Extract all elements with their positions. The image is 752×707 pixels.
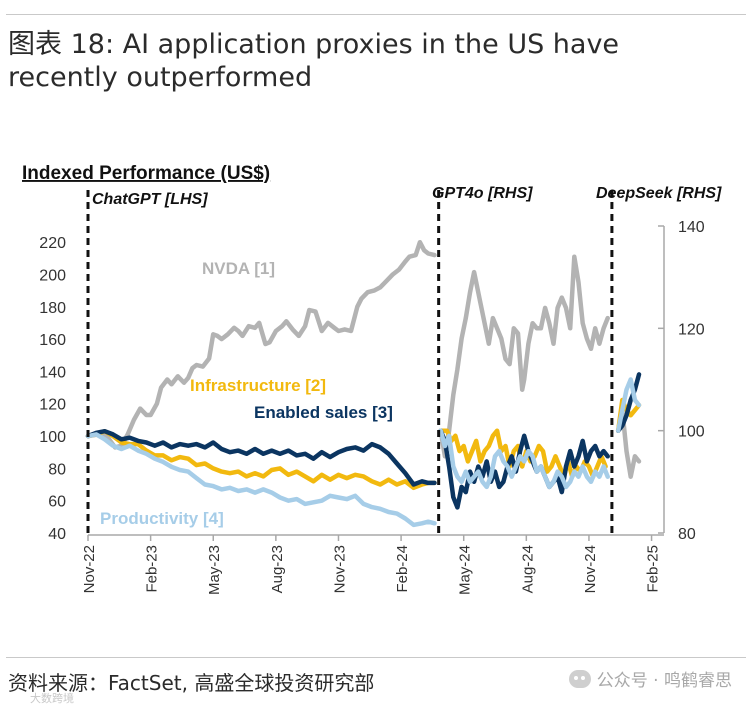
performance-chart: Indexed Performance (US$) 40 60 80 100 120 140… <box>22 163 722 595</box>
productivity-line-segment-1 <box>85 432 437 528</box>
right-axis-tick-label: 100 <box>678 424 705 441</box>
left-axis-tick-label: 100 <box>39 429 66 446</box>
right-axis-tick-label: 140 <box>678 219 705 236</box>
series-label: NVDA [1] <box>202 259 275 278</box>
left-axis-tick-label: 80 <box>48 461 66 478</box>
event-label: DeepSeek [RHS] <box>596 185 722 202</box>
enabled-line-segment-1 <box>85 428 437 487</box>
left-axis-tick-label: 60 <box>48 494 66 511</box>
enabled-line-segment-3 <box>615 372 642 433</box>
event-label: ChatGPT [LHS] <box>92 191 208 208</box>
x-axis-tick-label: Feb-24 <box>394 545 411 593</box>
nvda-line-segment-1 <box>85 239 437 450</box>
nvda-line-segment-2 <box>438 254 610 459</box>
wechat-icon <box>568 669 591 688</box>
x-axis-tick-label: Nov-23 <box>331 545 348 593</box>
left-axis-tick-label: 120 <box>39 397 66 414</box>
bottom-rule <box>6 657 746 658</box>
x-axis-tick-label: May-23 <box>206 545 223 595</box>
left-axis-tick-label: 200 <box>39 267 66 284</box>
right-axis-tick-label: 120 <box>678 321 705 338</box>
x-axis-tick-label: Aug-23 <box>269 545 286 593</box>
x-axis-tick-label: Nov-22 <box>81 545 98 593</box>
watermark: 公众号 · 鸣鹤睿思 <box>568 666 732 691</box>
watermark-small: 大数跨境 <box>30 692 74 705</box>
source-note: 资料来源：FactSet, 高盛全球投资研究部 <box>8 671 375 695</box>
x-axis-tick-label: May-24 <box>457 545 474 595</box>
x-axis-tick-label: Nov-24 <box>582 545 599 593</box>
page-title: 图表 18: AI application proxies in the US … <box>8 29 620 93</box>
left-axis-tick-label: 40 <box>48 526 66 543</box>
right-axis-tick-label: 80 <box>678 526 696 543</box>
x-axis-tick-label: Feb-23 <box>144 545 161 593</box>
series-label: Infrastructure [2] <box>190 376 326 395</box>
x-axis-tick-label: Feb-25 <box>645 545 662 593</box>
left-axis-tick-label: 160 <box>39 332 66 349</box>
series-label: Productivity [4] <box>100 509 224 528</box>
left-axis-tick-label: 220 <box>39 235 66 252</box>
left-axis-tick-label: 140 <box>39 364 66 381</box>
top-rule <box>6 14 746 15</box>
event-label: GPT4o [RHS] <box>432 185 533 202</box>
series-label: Enabled sales [3] <box>254 403 393 422</box>
productivity-line-segment-2 <box>438 428 610 490</box>
productivity-line-segment-3 <box>615 377 642 433</box>
watermark-text: 公众号 · 鸣鹤睿思 <box>596 671 732 691</box>
infrastructure-line-segment-1 <box>85 428 437 491</box>
chart-title: Indexed Performance (US$) <box>22 163 270 184</box>
x-axis-tick-label: Aug-24 <box>519 545 536 593</box>
left-axis-tick-label: 180 <box>39 300 66 317</box>
